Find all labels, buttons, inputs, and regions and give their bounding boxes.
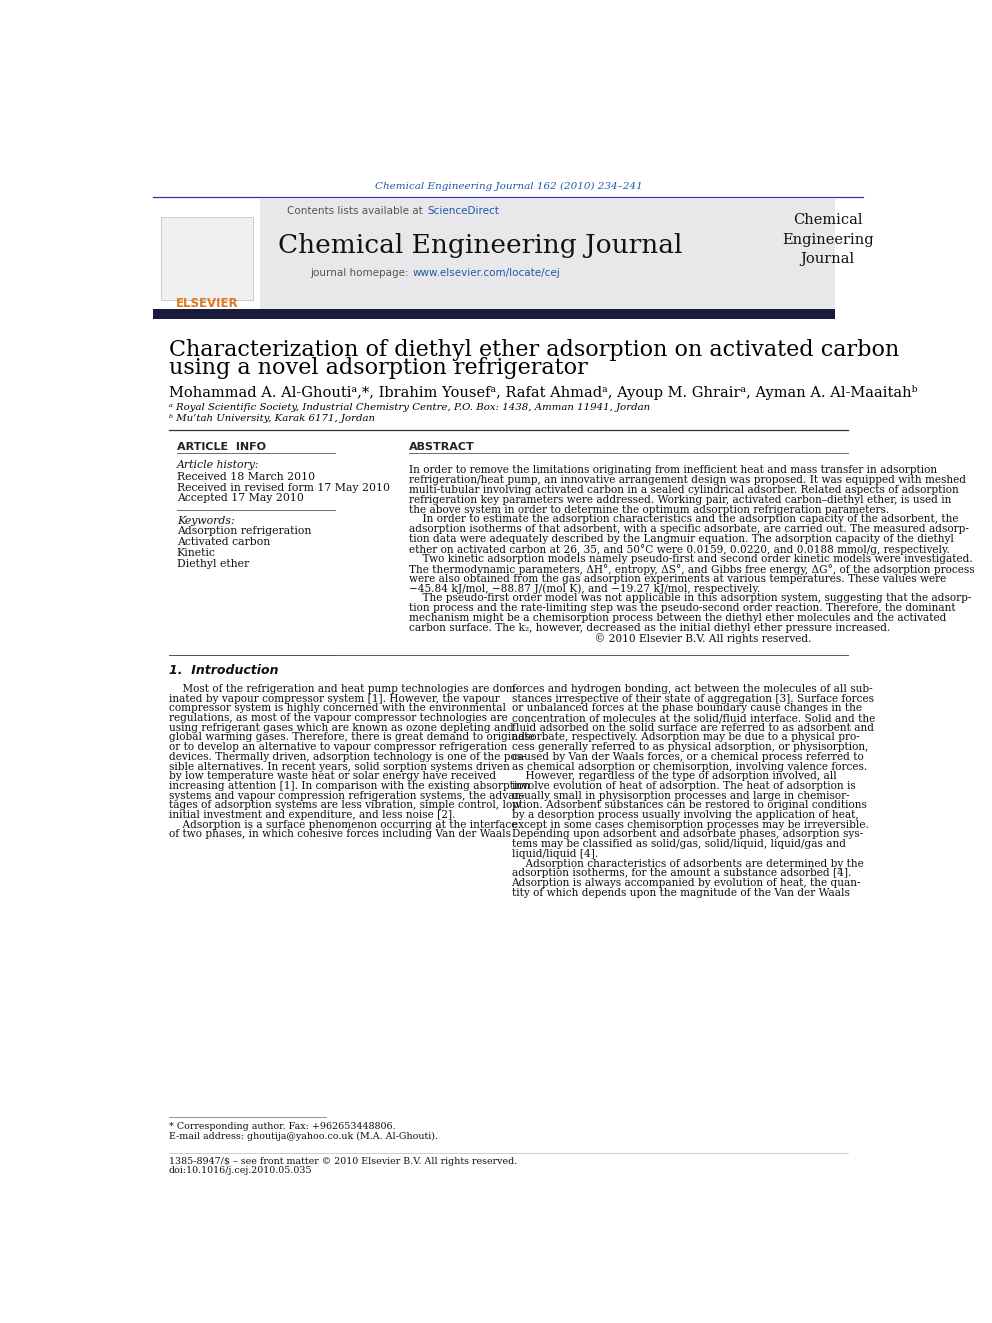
Text: Chemical
Engineering
Journal: Chemical Engineering Journal <box>782 213 874 266</box>
Text: regulations, as most of the vapour compressor technologies are: regulations, as most of the vapour compr… <box>169 713 508 722</box>
Text: cess generally referred to as physical adsorption, or physisorption,: cess generally referred to as physical a… <box>512 742 868 751</box>
Text: © 2010 Elsevier B.V. All rights reserved.: © 2010 Elsevier B.V. All rights reserved… <box>409 632 811 643</box>
Text: tems may be classified as solid/gas, solid/liquid, liquid/gas and: tems may be classified as solid/gas, sol… <box>512 839 845 849</box>
Text: ABSTRACT: ABSTRACT <box>409 442 475 451</box>
Text: The thermodynamic parameters, ΔH°, entropy, ΔS°, and Gibbs free energy, ΔG°, of : The thermodynamic parameters, ΔH°, entro… <box>409 564 975 574</box>
Text: www.elsevier.com/locate/cej: www.elsevier.com/locate/cej <box>413 267 560 278</box>
Text: compressor system is highly concerned with the environmental: compressor system is highly concerned wi… <box>169 704 506 713</box>
Text: using a novel adsorption refrigerator: using a novel adsorption refrigerator <box>169 357 587 380</box>
Text: systems and vapour compression refrigeration systems, the advan-: systems and vapour compression refrigera… <box>169 791 525 800</box>
Text: ELSEVIER: ELSEVIER <box>176 298 238 310</box>
Text: In order to remove the limitations originating from inefficient heat and mass tr: In order to remove the limitations origi… <box>409 466 937 475</box>
Bar <box>154 308 835 319</box>
Text: 1.  Introduction: 1. Introduction <box>169 664 279 676</box>
Text: Two kinetic adsorption models namely pseudo-first and second order kinetic model: Two kinetic adsorption models namely pse… <box>409 554 973 564</box>
Text: 1385-8947/$ – see front matter © 2010 Elsevier B.V. All rights reserved.: 1385-8947/$ – see front matter © 2010 El… <box>169 1156 517 1166</box>
Text: involve evolution of heat of adsorption. The heat of adsorption is: involve evolution of heat of adsorption.… <box>512 781 855 791</box>
Text: by a desorption process usually involving the application of heat,: by a desorption process usually involvin… <box>512 810 858 820</box>
Text: ption. Adsorbent substances can be restored to original conditions: ption. Adsorbent substances can be resto… <box>512 800 866 810</box>
Text: Received in revised form 17 May 2010: Received in revised form 17 May 2010 <box>177 483 390 492</box>
Text: tity of which depends upon the magnitude of the Van der Waals: tity of which depends upon the magnitude… <box>512 888 849 897</box>
Text: Adsorption is a surface phenomenon occurring at the interface: Adsorption is a surface phenomenon occur… <box>169 820 517 830</box>
Text: liquid/liquid [4].: liquid/liquid [4]. <box>512 849 598 859</box>
Text: Depending upon adsorbent and adsorbate phases, adsorption sys-: Depending upon adsorbent and adsorbate p… <box>512 830 863 839</box>
Text: adsorption isotherms, for the amount a substance adsorbed [4].: adsorption isotherms, for the amount a s… <box>512 868 851 878</box>
Text: initial investment and expenditure, and less noise [2].: initial investment and expenditure, and … <box>169 810 455 820</box>
Text: E-mail address: ghoutija@yahoo.co.uk (M.A. Al-Ghouti).: E-mail address: ghoutija@yahoo.co.uk (M.… <box>169 1132 437 1142</box>
Text: tion process and the rate-limiting step was the pseudo-second order reaction. Th: tion process and the rate-limiting step … <box>409 603 956 613</box>
Text: ARTICLE  INFO: ARTICLE INFO <box>177 442 266 451</box>
Text: Received 18 March 2010: Received 18 March 2010 <box>177 472 314 482</box>
Text: journal homepage:: journal homepage: <box>310 267 412 278</box>
Text: devices. Thermally driven, adsorption technology is one of the pos-: devices. Thermally driven, adsorption te… <box>169 751 526 762</box>
Text: of two phases, in which cohesive forces including Van der Waals: of two phases, in which cohesive forces … <box>169 830 511 839</box>
Text: However, regardless of the type of adsorption involved, all: However, regardless of the type of adsor… <box>512 771 836 781</box>
Text: ether on activated carbon at 26, 35, and 50°C were 0.0159, 0.0220, and 0.0188 mm: ether on activated carbon at 26, 35, and… <box>409 544 950 554</box>
Text: −45.84 kJ/mol, −88.87 J/(mol K), and −19.27 kJ/mol, respectively.: −45.84 kJ/mol, −88.87 J/(mol K), and −19… <box>409 583 761 594</box>
Text: Adsorption is always accompanied by evolution of heat, the quan-: Adsorption is always accompanied by evol… <box>512 878 861 888</box>
Text: mechanism might be a chemisorption process between the diethyl ether molecules a: mechanism might be a chemisorption proce… <box>409 613 946 623</box>
Text: Mohammad A. Al-Ghoutiᵃ,*, Ibrahim Yousefᵃ, Rafat Ahmadᵃ, Ayoup M. Ghrairᵃ, Ayman: Mohammad A. Al-Ghoutiᵃ,*, Ibrahim Yousef… <box>169 385 918 400</box>
Text: Adsorption refrigeration: Adsorption refrigeration <box>177 527 311 536</box>
Text: global warming gases. Therefore, there is great demand to originate: global warming gases. Therefore, there i… <box>169 733 535 742</box>
Text: by low temperature waste heat or solar energy have received: by low temperature waste heat or solar e… <box>169 771 496 781</box>
Text: adsorbate, respectively. Adsorption may be due to a physical pro-: adsorbate, respectively. Adsorption may … <box>512 733 859 742</box>
Text: Contents lists available at: Contents lists available at <box>288 206 427 216</box>
Text: usually small in physisorption processes and large in chemisor-: usually small in physisorption processes… <box>512 791 849 800</box>
Text: refrigeration/heat pump, an innovative arrangement design was proposed. It was e: refrigeration/heat pump, an innovative a… <box>409 475 966 486</box>
Text: Chemical Engineering Journal: Chemical Engineering Journal <box>279 233 682 258</box>
Text: Chemical Engineering Journal 162 (2010) 234–241: Chemical Engineering Journal 162 (2010) … <box>375 183 642 191</box>
Text: were also obtained from the gas adsorption experiments at various temperatures. : were also obtained from the gas adsorpti… <box>409 574 946 583</box>
Text: stances irrespective of their state of aggregation [3]. Surface forces: stances irrespective of their state of a… <box>512 693 874 704</box>
Text: tages of adsorption systems are less vibration, simple control, low: tages of adsorption systems are less vib… <box>169 800 521 810</box>
Text: doi:10.1016/j.cej.2010.05.035: doi:10.1016/j.cej.2010.05.035 <box>169 1166 312 1175</box>
Text: Article history:: Article history: <box>177 460 259 470</box>
Text: Adsorption characteristics of adsorbents are determined by the: Adsorption characteristics of adsorbents… <box>512 859 863 868</box>
Text: except in some cases chemisorption processes may be irreversible.: except in some cases chemisorption proce… <box>512 820 868 830</box>
Text: multi-tubular involving activated carbon in a sealed cylindrical adsorber. Relat: multi-tubular involving activated carbon… <box>409 486 959 495</box>
Text: Most of the refrigeration and heat pump technologies are dom-: Most of the refrigeration and heat pump … <box>169 684 519 693</box>
Bar <box>154 198 260 308</box>
Text: concentration of molecules at the solid/fluid interface. Solid and the: concentration of molecules at the solid/… <box>512 713 875 722</box>
Text: or unbalanced forces at the phase boundary cause changes in the: or unbalanced forces at the phase bounda… <box>512 704 861 713</box>
Text: In order to estimate the adsorption characteristics and the adsorption capacity : In order to estimate the adsorption char… <box>409 515 958 524</box>
Text: ᵃ Royal Scientific Society, Industrial Chemistry Centre, P.O. Box: 1438, Amman 1: ᵃ Royal Scientific Society, Industrial C… <box>169 404 650 411</box>
Text: Keywords:: Keywords: <box>177 516 234 525</box>
Text: carbon surface. The k₂, however, decreased as the initial diethyl ether pressure: carbon surface. The k₂, however, decreas… <box>409 623 891 632</box>
Text: The pseudo-first order model was not applicable in this adsorption system, sugge: The pseudo-first order model was not app… <box>409 593 971 603</box>
Text: Characterization of diethyl ether adsorption on activated carbon: Characterization of diethyl ether adsorp… <box>169 339 899 361</box>
Text: adsorption isotherms of that adsorbent, with a specific adsorbate, are carried o: adsorption isotherms of that adsorbent, … <box>409 524 969 534</box>
Text: the above system in order to determine the optimum adsorption refrigeration para: the above system in order to determine t… <box>409 504 890 515</box>
Text: caused by Van der Waals forces, or a chemical process referred to: caused by Van der Waals forces, or a che… <box>512 751 863 762</box>
Bar <box>161 217 253 300</box>
Text: Activated carbon: Activated carbon <box>177 537 270 548</box>
Text: Accepted 17 May 2010: Accepted 17 May 2010 <box>177 493 304 503</box>
Bar <box>154 198 835 308</box>
Text: ᵇ Mu’tah University, Karak 6171, Jordan: ᵇ Mu’tah University, Karak 6171, Jordan <box>169 414 375 423</box>
Text: as chemical adsorption or chemisorption, involving valence forces.: as chemical adsorption or chemisorption,… <box>512 762 867 771</box>
Text: Kinetic: Kinetic <box>177 548 215 558</box>
Text: increasing attention [1]. In comparison with the existing absorption: increasing attention [1]. In comparison … <box>169 781 530 791</box>
Text: or to develop an alternative to vapour compressor refrigeration: or to develop an alternative to vapour c… <box>169 742 507 751</box>
Text: forces and hydrogen bonding, act between the molecules of all sub-: forces and hydrogen bonding, act between… <box>512 684 872 693</box>
Text: Diethyl ether: Diethyl ether <box>177 558 249 569</box>
Text: using refrigerant gases which are known as ozone depleting and: using refrigerant gases which are known … <box>169 722 514 733</box>
Text: refrigeration key parameters were addressed. Working pair, activated carbon–diet: refrigeration key parameters were addres… <box>409 495 951 505</box>
Text: * Corresponding author. Fax: +962653448806.: * Corresponding author. Fax: +9626534488… <box>169 1122 396 1131</box>
Text: inated by vapour compressor system [1]. However, the vapour: inated by vapour compressor system [1]. … <box>169 693 500 704</box>
Text: sible alternatives. In recent years, solid sorption systems driven: sible alternatives. In recent years, sol… <box>169 762 510 771</box>
Text: ScienceDirect: ScienceDirect <box>428 206 500 216</box>
Text: fluid adsorbed on the solid surface are referred to as adsorbent and: fluid adsorbed on the solid surface are … <box>512 722 874 733</box>
Text: tion data were adequately described by the Langmuir equation. The adsorption cap: tion data were adequately described by t… <box>409 534 954 544</box>
